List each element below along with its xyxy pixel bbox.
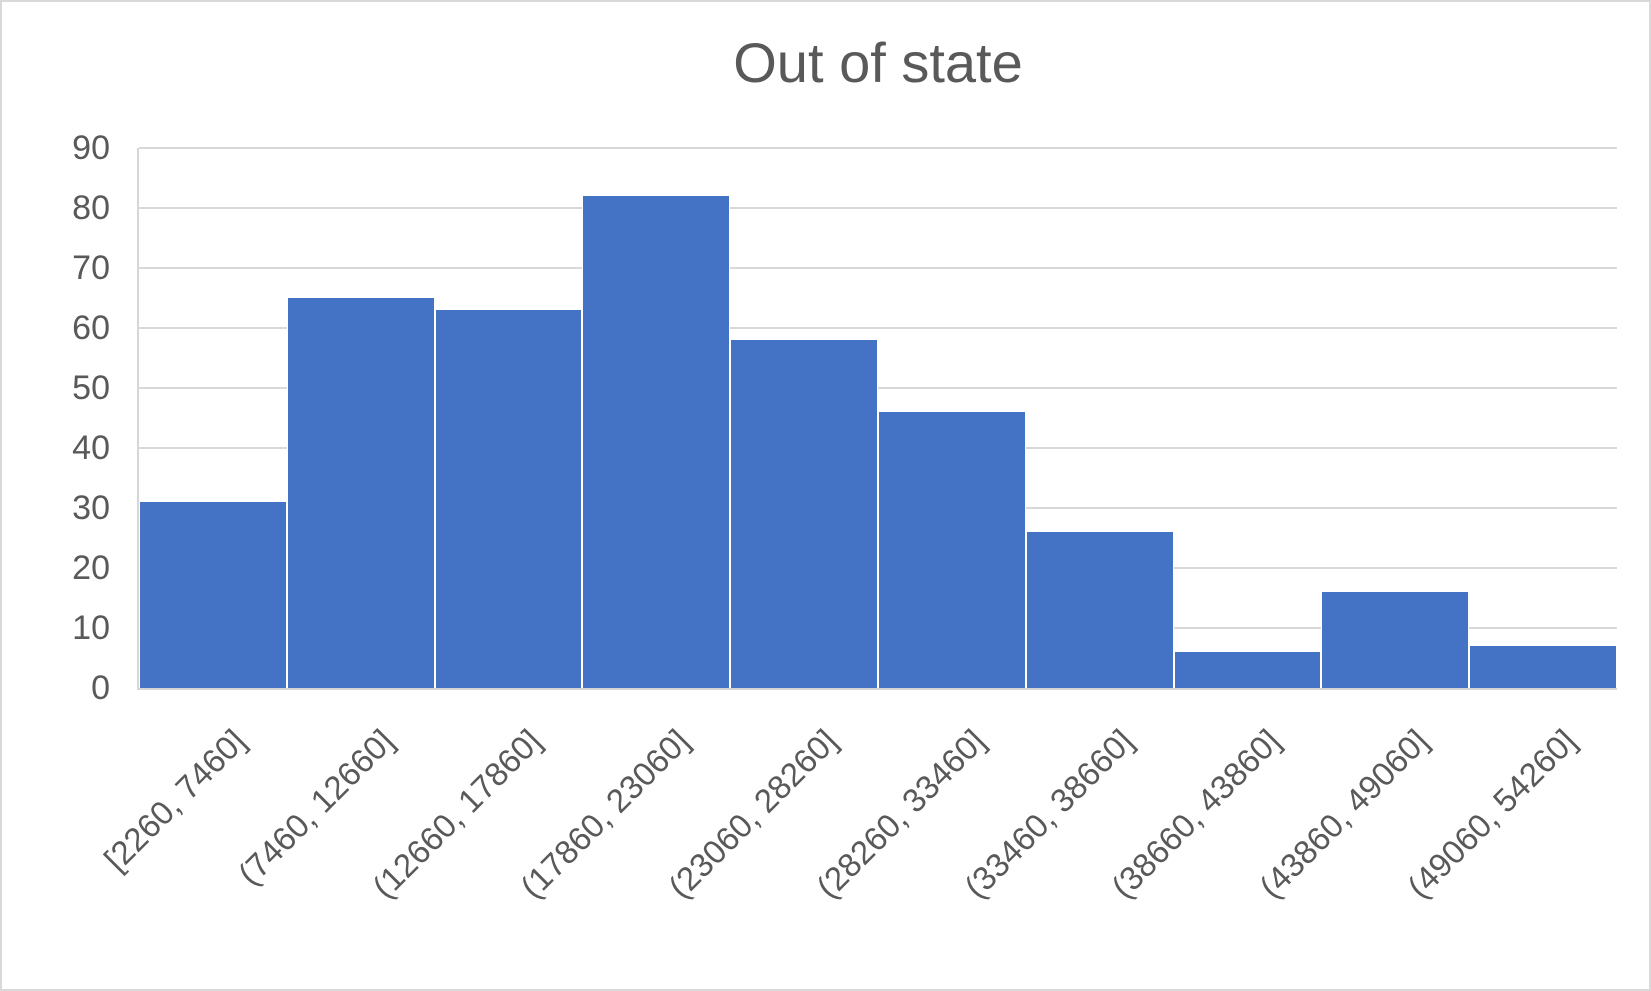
gridline — [139, 327, 1617, 329]
y-tick-label: 90 — [72, 129, 110, 167]
bar — [286, 298, 435, 688]
gridline — [139, 387, 1617, 389]
bar — [1469, 646, 1617, 688]
y-tick-label: 60 — [72, 309, 110, 347]
y-tick-label: 30 — [72, 489, 110, 527]
gridline — [139, 207, 1617, 209]
y-axis-line — [137, 148, 139, 688]
bar — [1025, 532, 1174, 688]
bar — [878, 412, 1026, 688]
y-tick-label: 70 — [72, 249, 110, 287]
bar — [1173, 652, 1322, 688]
x-tick-label-text: [2260, 7460] — [97, 722, 254, 878]
chart-title: Out of state — [733, 31, 1023, 94]
x-axis-line — [137, 688, 1617, 690]
y-tick-label: 0 — [91, 669, 110, 707]
bar — [139, 502, 287, 688]
gridline — [139, 147, 1617, 149]
y-tick-label: 50 — [72, 369, 110, 407]
y-tick-label: 80 — [72, 189, 110, 227]
bar — [582, 196, 731, 688]
bar — [1321, 592, 1470, 688]
bar — [730, 340, 878, 688]
y-tick-label: 40 — [72, 429, 110, 467]
y-tick-label: 10 — [72, 609, 110, 647]
y-tick-label: 20 — [72, 549, 110, 587]
bar — [434, 310, 583, 688]
gridline — [139, 267, 1617, 269]
